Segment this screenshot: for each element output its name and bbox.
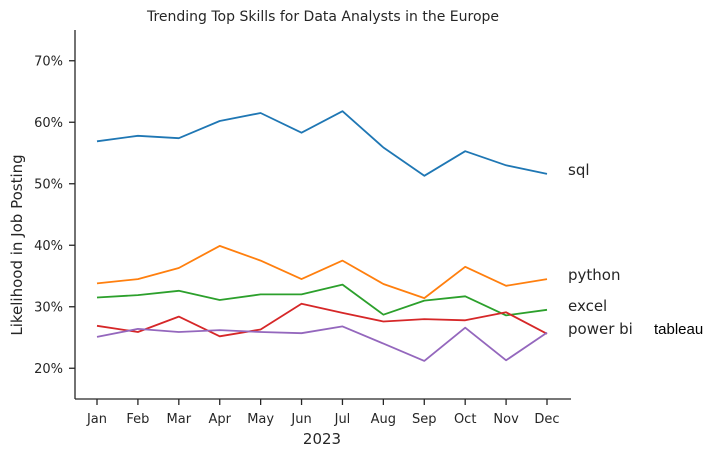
x-tick-label: Dec (534, 412, 559, 427)
x-tick-label: Nov (493, 412, 519, 427)
series-label-python: python (568, 266, 620, 284)
series-line-power-bi (96, 302, 548, 338)
series-label-sql: sql (568, 161, 590, 179)
x-tick-label: Apr (208, 412, 231, 427)
x-tick-label: Jul (334, 412, 351, 427)
plot-area: 20% 30% 40% 50% 60% 70% Jan Feb Mar Apr May Jun Jul A… (34, 30, 703, 427)
x-tick-label: Mar (167, 412, 192, 427)
series-line-python (96, 244, 548, 300)
y-tick-label: 70% (34, 54, 63, 69)
series-label-tableau: tableau (654, 321, 703, 338)
series-line-excel (96, 283, 548, 317)
chart-title: Trending Top Skills for Data Analysts in… (146, 9, 499, 25)
x-tick-label: May (247, 412, 274, 427)
x-tick-label: Oct (454, 412, 476, 427)
series-line-sql (96, 110, 548, 177)
y-tick-label: 50% (34, 177, 63, 192)
y-tick-label: 60% (34, 116, 63, 131)
y-tick-label: 30% (34, 300, 63, 315)
x-tick-label: Aug (371, 412, 396, 427)
y-tick-label: 40% (34, 239, 63, 254)
series-line-tableau (96, 325, 548, 362)
y-axis-label: Likelihood in Job Posting (8, 154, 26, 335)
series-label-excel: excel (568, 297, 607, 315)
x-tick-label: Jan (86, 412, 107, 427)
x-axis-label: 2023 (303, 430, 341, 448)
x-tick-label: Sep (412, 412, 437, 427)
y-tick-label: 20% (34, 362, 63, 377)
x-tick-label: Feb (126, 412, 149, 427)
x-tick-label: Jun (290, 412, 311, 427)
series-label-power-bi: power bi (568, 320, 633, 338)
